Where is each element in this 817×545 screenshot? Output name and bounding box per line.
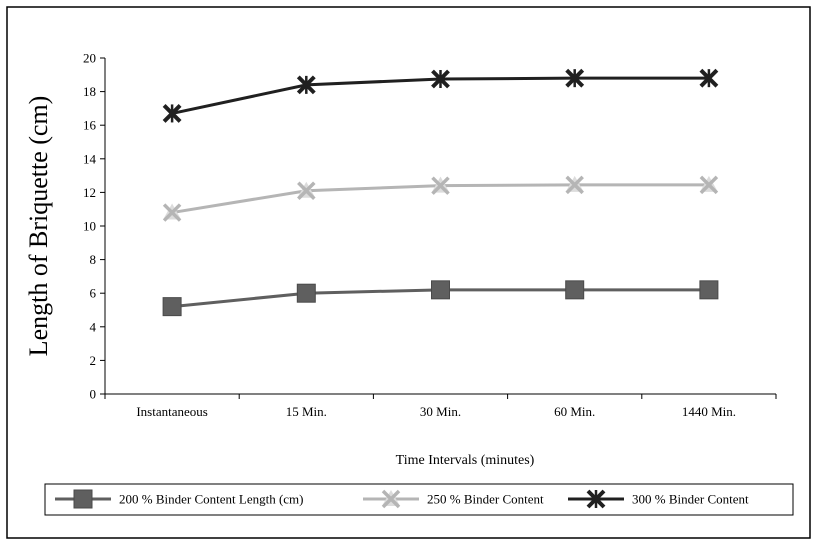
marker-cross — [431, 176, 450, 195]
y-tick-label: 0 — [90, 387, 97, 402]
x-tick-label: 30 Min. — [420, 404, 461, 419]
y-tick-label: 2 — [90, 353, 97, 368]
legend-swatch-marker — [586, 489, 606, 509]
y-tick-label: 16 — [83, 118, 97, 133]
data-point — [565, 175, 584, 195]
series-1 — [162, 280, 719, 317]
series-2 — [162, 175, 719, 222]
marker-cross — [699, 175, 719, 195]
legend-label: 250 % Binder Content — [427, 492, 544, 507]
legend-label: 200 % Binder Content Length (cm) — [119, 492, 304, 507]
x-axis-label: Time Intervals (minutes) — [396, 453, 535, 468]
data-point — [699, 68, 719, 88]
series-3 — [162, 68, 719, 123]
legend-item-1: 200 % Binder Content Length (cm) — [55, 489, 304, 509]
y-tick-label: 14 — [83, 151, 97, 166]
marker-cross — [565, 175, 584, 195]
y-tick-label: 6 — [90, 286, 97, 301]
legend-swatch-marker — [73, 489, 93, 509]
x-tick-label: 1440 Min. — [682, 404, 736, 419]
marker-cross — [297, 181, 316, 200]
series-group — [162, 68, 719, 317]
x-tick-label: 60 Min. — [554, 404, 595, 419]
x-tick-label: Instantaneous — [136, 404, 207, 419]
marker-cross — [162, 203, 182, 222]
data-point — [162, 203, 182, 222]
y-tick-label: 4 — [90, 319, 97, 334]
data-point — [431, 280, 450, 300]
y-tick-label: 12 — [83, 185, 96, 200]
y-tick-label: 20 — [83, 51, 96, 66]
y-axis-label: Length of Briquette (cm) — [24, 96, 53, 357]
legend-item-3: 300 % Binder Content — [568, 489, 749, 509]
x-ticks: Instantaneous 15 Min. 30 Min. 60 Min. 1440 M… — [104, 394, 777, 419]
data-point — [162, 104, 182, 123]
plot-area: 0 2 4 6 8 10 12 14 16 18 20 Instantaneous 15 Min. 30… — [83, 51, 777, 419]
legend-items: 200 % Binder Content Length (cm) 250 % Bi… — [55, 489, 749, 509]
x-tick-label: 15 Min. — [286, 404, 327, 419]
legend: 200 % Binder Content Length (cm) 250 % Bi… — [44, 483, 794, 516]
marker-cross — [381, 489, 401, 509]
chart-frame — [6, 6, 811, 539]
data-point — [431, 69, 450, 89]
legend-swatch-marker — [381, 489, 401, 509]
data-point — [162, 297, 182, 317]
data-point — [699, 280, 719, 300]
y-tick-label: 8 — [90, 252, 97, 267]
y-tick-label: 18 — [83, 84, 96, 99]
data-point — [565, 68, 585, 88]
legend-item-2: 250 % Binder Content — [363, 489, 544, 509]
data-point — [296, 75, 316, 95]
data-point — [296, 283, 316, 303]
data-point — [699, 175, 719, 195]
data-point — [297, 181, 316, 200]
legend-label: 300 % Binder Content — [632, 492, 749, 507]
data-point — [565, 280, 585, 300]
data-point — [431, 176, 450, 195]
y-tick-label: 10 — [83, 219, 96, 234]
y-ticks: 0 2 4 6 8 10 12 14 16 18 20 — [83, 51, 105, 402]
